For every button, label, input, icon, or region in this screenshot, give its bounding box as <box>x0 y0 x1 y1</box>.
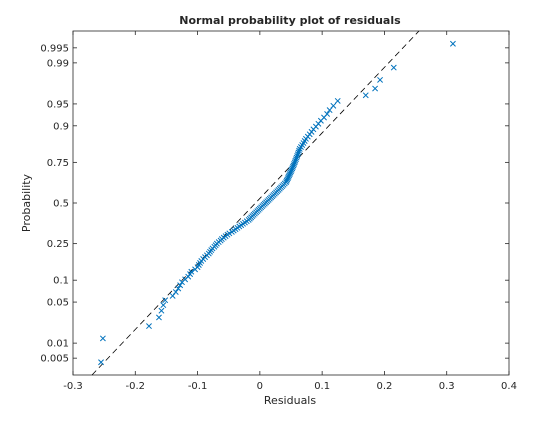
data-point <box>294 151 301 158</box>
data-point <box>362 92 369 99</box>
data-point <box>172 289 179 295</box>
y-tick-label: 0.75 <box>47 158 69 169</box>
data-point <box>290 162 297 169</box>
data-point <box>175 285 182 292</box>
data-point <box>372 85 379 92</box>
x-tick-label: 0.2 <box>376 381 392 392</box>
data-point <box>162 297 169 304</box>
data-point <box>289 163 296 170</box>
data-point <box>169 292 176 299</box>
data-point <box>160 302 167 309</box>
y-tick-label: 0.05 <box>47 298 69 309</box>
data-point <box>291 160 298 167</box>
data-point <box>158 307 165 314</box>
data-point <box>292 157 299 164</box>
axes-box <box>72 30 510 376</box>
data-point <box>293 154 300 161</box>
data-point <box>294 152 301 159</box>
y-axis-label: Probability <box>20 173 33 232</box>
data-point <box>330 102 337 109</box>
y-tick-label: 0.9 <box>53 121 69 132</box>
x-tick-label: 0.1 <box>314 381 330 392</box>
data-point <box>449 40 456 47</box>
data-point <box>98 359 104 366</box>
data-point <box>146 323 152 330</box>
y-tick-label: 0.5 <box>53 199 69 210</box>
data-point <box>156 314 162 321</box>
x-tick-label: 0.4 <box>501 381 517 392</box>
x-tick-label: 0 <box>257 381 263 392</box>
data-point <box>377 76 384 83</box>
data-point <box>188 268 195 275</box>
y-tick-label: 0.995 <box>40 43 69 54</box>
x-tick-label: -0.3 <box>63 381 83 392</box>
data-point <box>295 149 302 156</box>
reference-line <box>91 30 420 376</box>
y-tick-label: 0.25 <box>47 239 69 250</box>
x-tick-label: -0.1 <box>188 381 208 392</box>
x-axis-ticks: -0.3 -0.2 -0.1 0 0.1 0.2 0.3 0.4 <box>63 31 517 392</box>
data-point <box>324 111 331 117</box>
data-point <box>334 97 341 104</box>
data-point <box>289 165 296 172</box>
y-tick-label: 0.1 <box>53 276 69 287</box>
y-axis-ticks: 0.005 0.01 0.05 0.1 0.25 0.5 0.75 0.9 0.95 0.99 0.… <box>40 43 509 365</box>
data-point <box>291 159 298 166</box>
y-tick-label: 0.01 <box>47 339 69 350</box>
x-axis-label: Residuals <box>264 394 316 407</box>
data-markers <box>98 40 456 366</box>
data-point <box>99 335 106 342</box>
chart-title: Normal probability plot of residuals <box>179 14 401 27</box>
data-point <box>293 156 299 163</box>
x-tick-label: -0.2 <box>126 381 146 392</box>
y-tick-label: 0.99 <box>47 58 69 69</box>
y-tick-label: 0.005 <box>40 354 69 365</box>
data-point <box>177 282 184 289</box>
data-point <box>296 147 303 154</box>
x-tick-label: 0.3 <box>439 381 455 392</box>
data-point <box>390 64 397 71</box>
y-tick-label: 0.95 <box>47 99 69 110</box>
